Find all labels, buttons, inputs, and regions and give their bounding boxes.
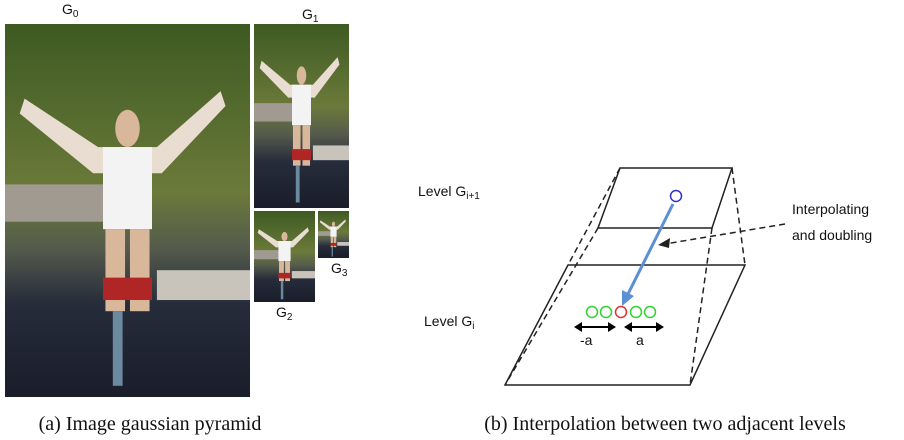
annotation: and doubling [792, 227, 872, 243]
label-g3: G3 [331, 260, 348, 279]
neighbor-pixel [601, 307, 612, 318]
caption-a: (a) Image gaussian pyramid [39, 413, 262, 435]
annotation: Interpolating [792, 201, 869, 217]
arrowhead [656, 322, 664, 332]
neighbor-pixel [631, 307, 642, 318]
neighbor-pixel [587, 307, 598, 318]
label-lower-level: Level Gi [424, 313, 474, 332]
image-g1 [254, 24, 349, 208]
page: {"panel_a": {"labels": [{"base": "G", "s… [0, 0, 904, 440]
arrowhead [608, 322, 616, 332]
source-pixel [671, 191, 682, 202]
label-g2: G2 [276, 304, 293, 323]
image-g2 [254, 211, 315, 302]
arrowhead [574, 322, 582, 332]
annotation-arrow [665, 224, 785, 244]
label-g1: G1 [302, 6, 319, 25]
body: G0 G1 G2 G3 (a) Image gaussian pyramid [0, 0, 904, 440]
annotation-arrowhead [658, 238, 670, 248]
image-g0 [5, 24, 250, 397]
neighbor-pixel [645, 307, 656, 318]
image-g3 [318, 211, 349, 258]
label-g0: G0 [62, 1, 79, 20]
label-upper-level: Level Gi+1 [418, 183, 480, 202]
interpolation-arrow [628, 204, 673, 294]
pyramid-diagram [505, 168, 785, 385]
caption-b: (b) Interpolation between two adjacent l… [484, 413, 846, 435]
target-pixel [616, 307, 627, 318]
arrowhead [624, 322, 632, 332]
pyramid-edges [505, 168, 745, 385]
offset-label: a [636, 332, 644, 348]
figure: G0 G1 G2 G3 (a) Image gaussian pyramid [0, 0, 904, 440]
offset-label: -a [580, 332, 593, 348]
pyramid-images [5, 24, 349, 397]
